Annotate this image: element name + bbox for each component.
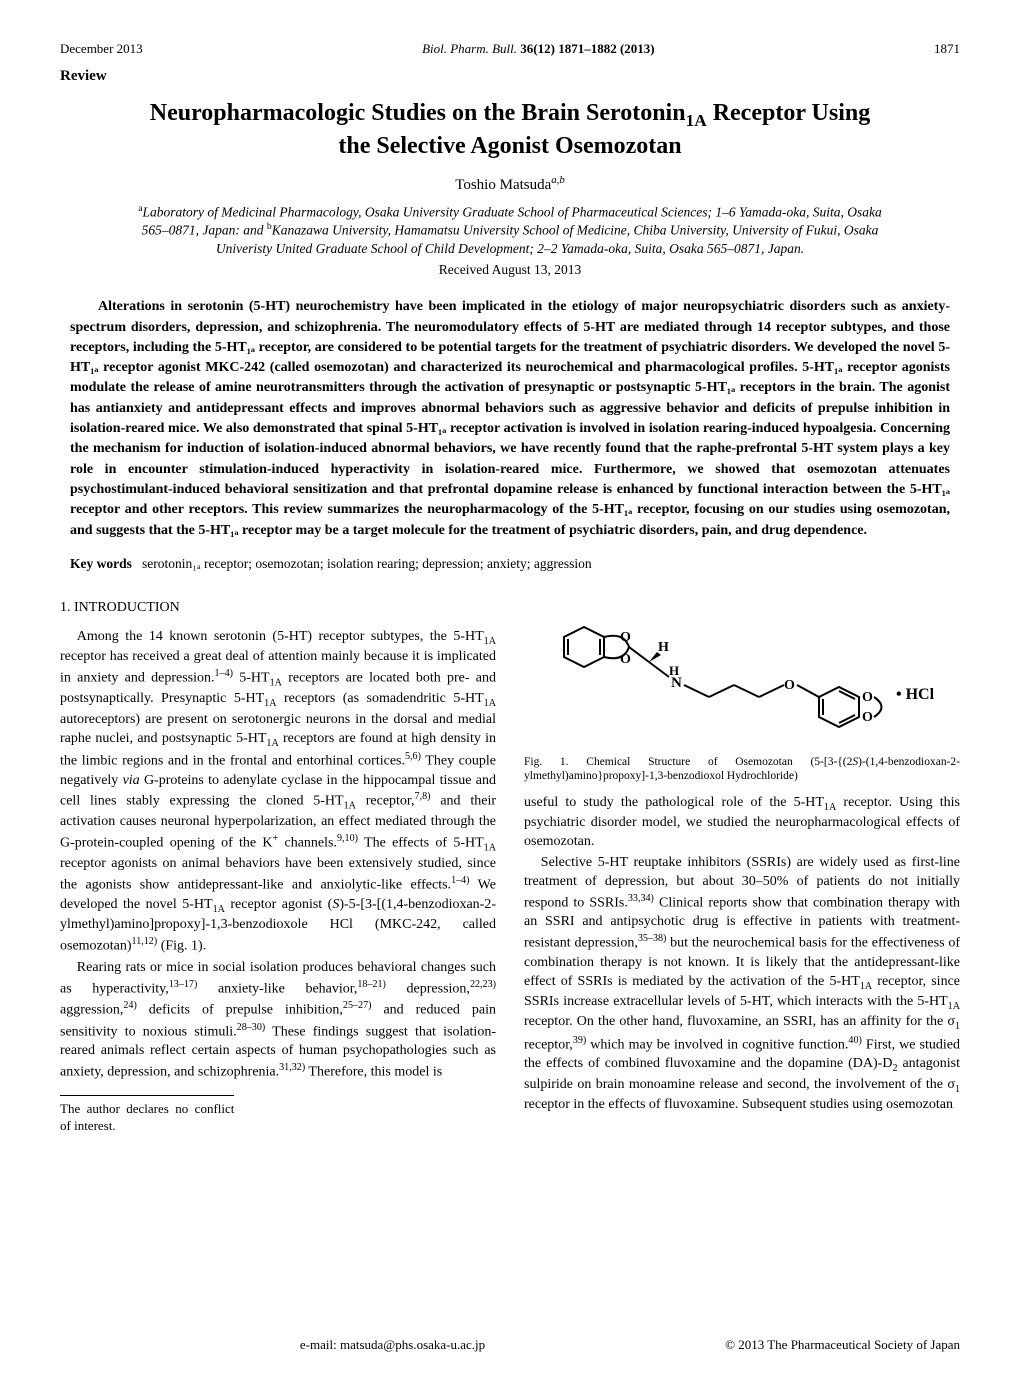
svg-text:H: H [669, 663, 679, 678]
col2-para-1: useful to study the pathological role of… [524, 794, 960, 852]
title-sub: 1A [686, 111, 707, 130]
right-column: O O H N H O [524, 593, 960, 1135]
header-date: December 2013 [60, 40, 143, 58]
abstract: Alterations in serotonin (5-HT) neuroche… [70, 297, 950, 541]
journal-issue: 36(12) 1871–1882 (2013) [517, 41, 655, 56]
section-1-heading: 1. INTRODUCTION [60, 599, 496, 618]
review-label: Review [60, 66, 960, 86]
svg-text:O: O [620, 652, 631, 667]
figure-1: O O H N H O [524, 597, 960, 784]
keywords: Key words serotonin₁ₐ receptor; osemozot… [70, 555, 950, 573]
author-affil-sup: a,b [551, 174, 565, 186]
affil-b-text: Kanazawa University, Hamamatsu Universit… [216, 223, 878, 256]
conflict-statement: The author declares no conflict of inter… [60, 1095, 234, 1135]
svg-text:O: O [784, 678, 795, 693]
footer-copyright: © 2013 The Pharmaceutical Society of Jap… [725, 1336, 960, 1354]
header-page-number: 1871 [934, 40, 960, 58]
hcl-label: • HCl [896, 686, 935, 703]
intro-para-1: Among the 14 known serotonin (5-HT) rece… [60, 628, 496, 957]
article-title: Neuropharmacologic Studies on the Brain … [140, 98, 880, 161]
keywords-label: Key words [70, 556, 132, 571]
affiliation: aLaboratory of Medicinal Pharmacology, O… [130, 203, 890, 257]
author-name: Toshio Matsuda [455, 177, 551, 193]
page-footer: e-mail: matsuda@phs.osaka-u.ac.jp © 2013… [60, 1336, 960, 1354]
figure-1-caption: Fig. 1. Chemical Structure of Osemozotan… [524, 755, 960, 784]
keywords-text: serotonin₁ₐ receptor; osemozotan; isolat… [142, 556, 592, 571]
footer-email: e-mail: matsuda@phs.osaka-u.ac.jp [300, 1336, 485, 1354]
chemical-structure-icon: O O H N H O [524, 597, 944, 747]
svg-text:O: O [620, 630, 631, 645]
author-line: Toshio Matsudaa,b [60, 173, 960, 195]
body-columns: 1. INTRODUCTION Among the 14 known serot… [60, 593, 960, 1135]
left-column: 1. INTRODUCTION Among the 14 known serot… [60, 593, 496, 1135]
col2-para-2: Selective 5-HT reuptake inhibitors (SSRI… [524, 854, 960, 1115]
svg-text:O: O [862, 690, 873, 705]
svg-text:O: O [862, 710, 873, 725]
header-journal: Biol. Pharm. Bull. 36(12) 1871–1882 (201… [422, 40, 655, 58]
journal-name: Biol. Pharm. Bull. [422, 41, 517, 56]
received-date: Received August 13, 2013 [60, 261, 960, 279]
abstract-text: Alterations in serotonin (5-HT) neuroche… [70, 299, 950, 537]
svg-text:H: H [658, 640, 669, 655]
page-header: December 2013 Biol. Pharm. Bull. 36(12) … [60, 40, 960, 58]
intro-para-2: Rearing rats or mice in social isolation… [60, 959, 496, 1083]
title-line1: Neuropharmacologic Studies on the Brain … [150, 100, 686, 126]
